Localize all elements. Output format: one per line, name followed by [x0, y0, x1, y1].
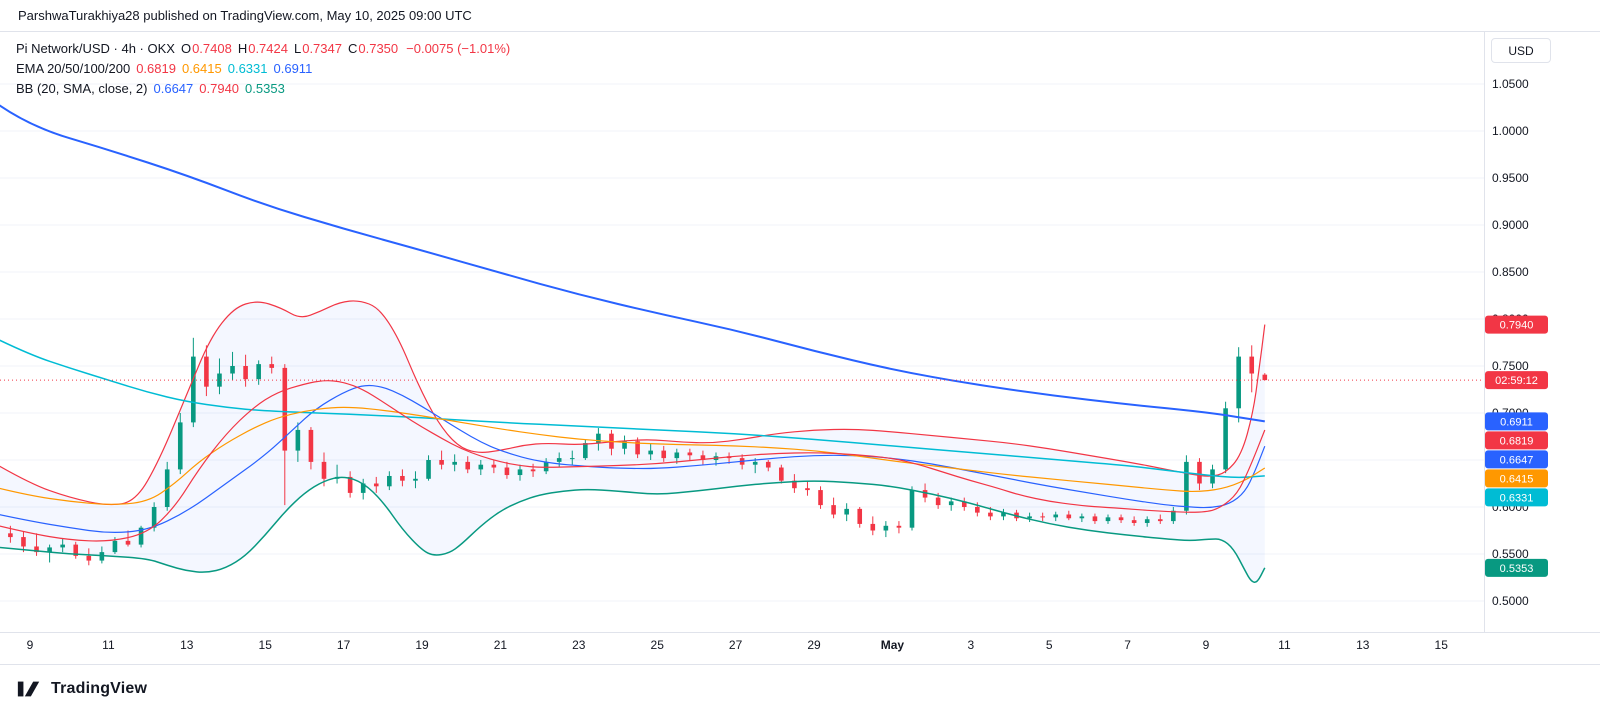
ema100-value: 0.6331: [227, 60, 268, 76]
svg-text:0.5500: 0.5500: [1492, 547, 1529, 561]
svg-text:5: 5: [1046, 638, 1053, 652]
svg-text:11: 11: [102, 638, 115, 652]
ema-title: EMA 20/50/100/200: [16, 60, 131, 76]
legend-symbol-row: Pi Network/USD · 4h · OKX O 0.7408 H 0.742…: [16, 38, 510, 58]
svg-text:13: 13: [1356, 638, 1370, 652]
svg-text:29: 29: [807, 638, 821, 652]
ohlc-close: C 0.7350: [347, 40, 399, 56]
ema200-value: 0.6911: [273, 60, 313, 76]
svg-text:0.5353: 0.5353: [1500, 563, 1534, 575]
svg-text:0.6415: 0.6415: [1500, 473, 1534, 485]
svg-text:May: May: [881, 638, 905, 652]
ema50-value: 0.6415: [181, 60, 222, 76]
ema20-value: 0.6819: [136, 60, 176, 76]
svg-text:15: 15: [1435, 638, 1449, 652]
svg-text:0.9500: 0.9500: [1492, 171, 1529, 185]
svg-text:0.6819: 0.6819: [1500, 435, 1534, 447]
svg-text:15: 15: [259, 638, 273, 652]
tradingview-logo-icon[interactable]: [16, 678, 42, 700]
svg-text:0.7940: 0.7940: [1500, 320, 1534, 332]
svg-text:0.8500: 0.8500: [1492, 265, 1529, 279]
svg-text:9: 9: [27, 638, 34, 652]
ohlc-open: O 0.7408: [180, 40, 232, 56]
attribution-text: ParshwaTurakhiya28 published on TradingV…: [18, 8, 472, 23]
chart-legend: Pi Network/USD · 4h · OKX O 0.7408 H 0.742…: [16, 38, 510, 98]
svg-text:1.0500: 1.0500: [1492, 77, 1529, 91]
currency-toggle-button[interactable]: USD: [1491, 38, 1551, 63]
svg-text:0.6911: 0.6911: [1500, 416, 1533, 428]
svg-text:13: 13: [180, 638, 194, 652]
svg-text:3: 3: [967, 638, 974, 652]
svg-text:0.9000: 0.9000: [1492, 218, 1529, 232]
svg-text:11: 11: [1278, 638, 1291, 652]
legend-ema-row: EMA 20/50/100/200 0.6819 0.6415 0.6331 0…: [16, 58, 510, 78]
footer-bar: TradingView: [0, 664, 1600, 712]
svg-text:02:59:12: 02:59:12: [1495, 375, 1538, 387]
ohlc-low: L 0.7347: [293, 40, 342, 56]
svg-text:25: 25: [651, 638, 665, 652]
svg-text:0.7500: 0.7500: [1492, 359, 1529, 373]
chart-area[interactable]: 1.05001.00000.95000.90000.85000.80000.75…: [0, 32, 1600, 664]
ohlc-high: H 0.7424: [237, 40, 288, 56]
svg-text:17: 17: [337, 638, 351, 652]
symbol-title: Pi Network/USD · 4h · OKX: [16, 40, 175, 56]
tradingview-brand-text[interactable]: TradingView: [51, 679, 148, 697]
attribution-bar: ParshwaTurakhiya28 published on TradingV…: [0, 0, 1600, 32]
bb-lower-value: 0.5353: [245, 80, 285, 96]
svg-text:0.6647: 0.6647: [1500, 454, 1534, 466]
svg-text:27: 27: [729, 638, 743, 652]
bb-upper-value: 0.7940: [199, 80, 240, 96]
change-value: −0.0075 (−1.01%): [406, 40, 511, 56]
legend-bb-row: BB (20, SMA, close, 2) 0.6647 0.7940 0.5…: [16, 78, 510, 98]
svg-text:9: 9: [1203, 638, 1210, 652]
svg-text:19: 19: [415, 638, 429, 652]
svg-text:0.5000: 0.5000: [1492, 594, 1529, 608]
svg-text:7: 7: [1124, 638, 1131, 652]
bb-title: BB (20, SMA, close, 2): [16, 80, 148, 96]
svg-text:0.6331: 0.6331: [1500, 492, 1534, 504]
svg-text:23: 23: [572, 638, 586, 652]
bb-basis-value: 0.6647: [153, 80, 194, 96]
candlestick-chart[interactable]: 1.05001.00000.95000.90000.85000.80000.75…: [0, 32, 1600, 664]
svg-text:21: 21: [494, 638, 508, 652]
svg-text:1.0000: 1.0000: [1492, 124, 1529, 138]
